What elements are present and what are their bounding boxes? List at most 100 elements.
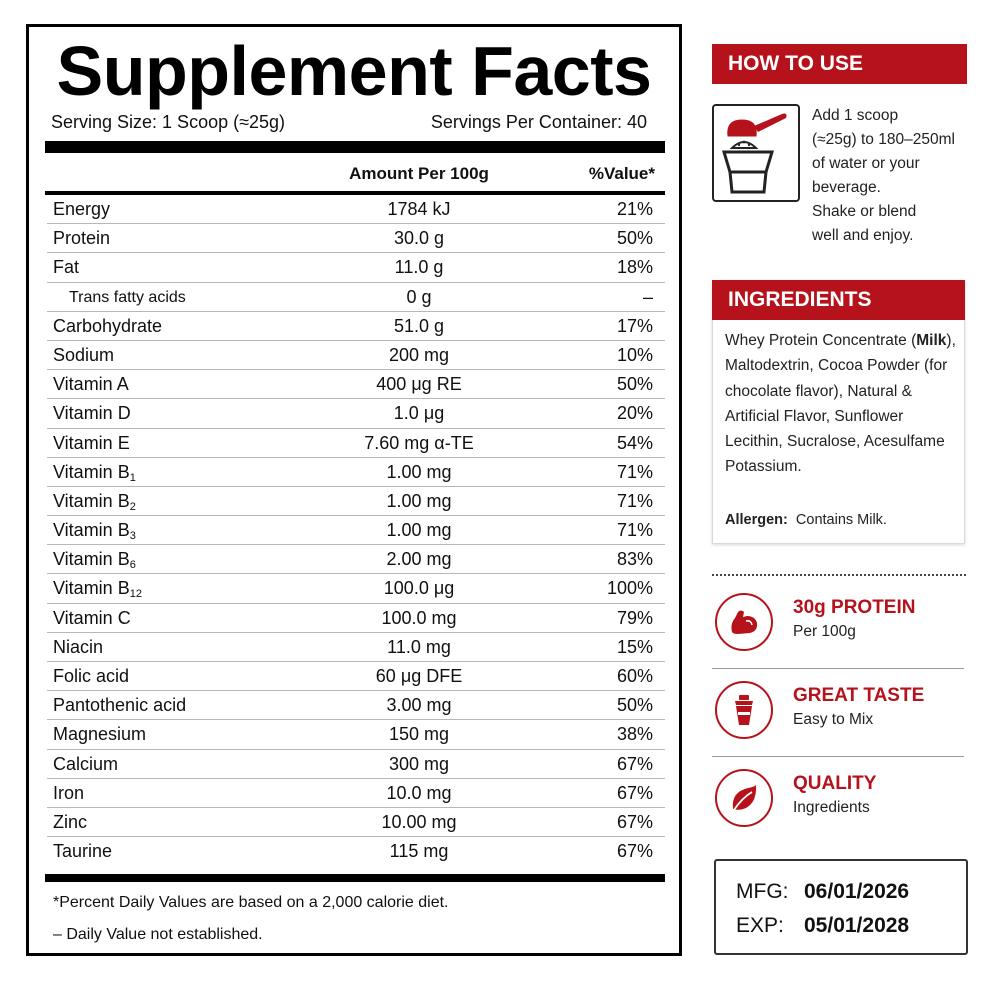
nutrient-percent: 21%	[616, 199, 653, 219]
nutrient-subscript: 6	[129, 559, 136, 572]
facts-table: Energy 1784 kJ 21% Protein 30.0 g 50% Fat 11.0 …	[47, 195, 665, 866]
nutrient-subscript: 3	[129, 530, 136, 543]
nutrient-name: Fat	[53, 253, 79, 282]
nutrient-name-text: Vitamin B	[53, 490, 130, 511]
amount-column-header: Amount Per 100g	[349, 164, 489, 183]
serving-info: Serving Size: 1 Scoop (≈25g) Servings Pe…	[51, 111, 647, 133]
nutrient-name: Vitamin B2	[53, 487, 136, 516]
nutrient-amount: 60 μg DFE	[375, 666, 463, 686]
nutrient-percent: 83%	[616, 549, 653, 570]
nutrient-percent: 17%	[616, 315, 653, 336]
how-to-line: (≈25g) to 180–250ml	[812, 131, 955, 148]
nutrient-row: Carbohydrate 51.0 g 17%	[47, 312, 665, 341]
bottom-divider	[45, 874, 665, 882]
nutrient-name-text: Sodium	[53, 344, 115, 365]
nutrient-name-text: Fat	[53, 257, 80, 278]
nutrient-name-text: Calcium	[53, 753, 119, 774]
nutrient-row: Vitamin B12 100.0 μg 100%	[47, 574, 665, 604]
feature-quality-subtitle: Ingredients	[793, 799, 870, 816]
nutrient-amount: 150 mg	[388, 724, 450, 745]
nutrient-name-text: Iron	[53, 782, 85, 803]
nutrient-row: Vitamin B3 1.00 mg 71%	[47, 516, 665, 546]
nutrient-name: Vitamin B1	[53, 458, 136, 487]
nutrient-amount: 115 mg	[389, 841, 449, 862]
mfg-date: MFG: 06/01/2026	[736, 879, 909, 905]
nutrient-name: Vitamin A	[53, 370, 129, 399]
ingredients-list: Whey Protein Concentrate (Milk), Maltode…	[725, 328, 963, 480]
nutrient-name: Vitamin B6	[53, 545, 136, 574]
feature-separator	[712, 756, 964, 757]
nutrient-amount: 10.0 mg	[386, 782, 452, 803]
nutrient-name: Zinc	[53, 808, 87, 837]
column-headers: Amount Per 100g %Value*	[47, 159, 665, 189]
nutrient-name: Pantothenic acid	[53, 691, 186, 720]
nutrient-amount: 400 μg RE	[376, 374, 462, 395]
feature-protein: 30g PROTEIN Per 100g	[712, 593, 966, 663]
nutrient-percent: 67%	[616, 841, 653, 862]
nutrient-name: Trans fatty acids	[69, 283, 186, 312]
nutrient-amount: 1.00 mg	[386, 490, 452, 511]
nutrient-row: Magnesium 150 mg 38%	[47, 720, 665, 750]
nutrient-percent: 71%	[616, 461, 653, 482]
leaf-icon	[715, 769, 773, 827]
nutrient-name: Carbohydrate	[53, 312, 162, 341]
nutrient-percent: 15%	[616, 636, 653, 657]
nutrient-name-text: Vitamin B	[53, 461, 130, 482]
thick-divider	[45, 141, 665, 153]
nutrient-row: Vitamin D 1.0 μg 20%	[47, 399, 665, 429]
nutrient-percent: 67%	[616, 782, 653, 803]
nutrient-percent: 71%	[616, 520, 653, 541]
nutrient-amount: 11.0 g	[394, 257, 444, 278]
scoop-shaker-icon	[712, 104, 800, 202]
nutrient-percent: 20%	[616, 403, 653, 424]
ingredients-milk-bold: Milk	[916, 332, 947, 349]
nutrient-name: Protein	[53, 224, 110, 253]
nutrient-amount: 200 mg	[388, 344, 450, 365]
nutrient-name-text: Vitamin B	[53, 578, 130, 599]
nutrient-name-text: Folic acid	[53, 666, 130, 686]
nutrient-amount: 1.00 mg	[386, 461, 452, 482]
nutrient-row: Vitamin B2 1.00 mg 71%	[47, 487, 665, 517]
nutrient-row: Fat 11.0 g 18%	[47, 253, 665, 283]
feature-taste: GREAT TASTE Easy to Mix	[712, 681, 966, 751]
flexed-arm-icon	[715, 593, 773, 651]
nutrient-row: Iron 10.0 mg 67%	[47, 779, 665, 808]
nutrient-percent: 50%	[616, 228, 653, 249]
nutrient-amount: 300 mg	[388, 753, 450, 774]
nutrient-subscript: 2	[129, 500, 136, 513]
feature-protein-title: 30g PROTEIN	[793, 597, 916, 618]
nutrient-name-text: Carbohydrate	[53, 315, 163, 336]
nutrient-row: Taurine 115 mg 67%	[47, 837, 665, 866]
nutrient-name: Iron	[53, 779, 84, 808]
nutrient-amount: 0 g	[406, 286, 432, 307]
nutrient-row: Zinc 10.00 mg 67%	[47, 808, 665, 838]
nutrient-percent: 60%	[616, 666, 653, 686]
footnote-daily-values: *Percent Daily Values are based on a 2,0…	[53, 894, 449, 911]
nutrient-row: Calcium 300 mg 67%	[47, 750, 665, 779]
nutrient-percent: 67%	[616, 753, 653, 774]
value-column-header: %Value*	[588, 164, 655, 183]
nutrient-percent: 67%	[616, 811, 653, 832]
nutrient-row: Vitamin A 400 μg RE 50%	[47, 370, 665, 400]
header-divider	[45, 191, 665, 195]
how-to-use-instructions: Add 1 scoop (≈25g) to 180–250ml of water o…	[812, 104, 972, 248]
how-to-line: well and enjoy.	[812, 227, 914, 244]
nutrient-row: Vitamin C 100.0 mg 79%	[47, 604, 665, 633]
facts-title: Supplement Facts	[56, 32, 652, 110]
nutrient-name-text: Vitamin B	[53, 549, 130, 570]
nutrient-name-text: Zinc	[53, 811, 88, 832]
nutrient-row: Trans fatty acids 0 g –	[47, 283, 665, 312]
date-box: MFG: 06/01/2026 EXP: 05/01/2028	[714, 859, 968, 955]
allergen-text: Contains Milk.	[795, 512, 887, 528]
exp-value: 05/01/2028	[804, 914, 910, 937]
exp-label: EXP:	[736, 914, 784, 937]
feature-quality-title: QUALITY	[793, 773, 877, 794]
nutrient-amount: 30.0 g	[393, 228, 445, 249]
nutrient-amount: 7.60 mg α-TE	[364, 432, 474, 453]
nutrient-row: Energy 1784 kJ 21%	[47, 195, 665, 225]
nutrient-name-text: Trans fatty acids	[69, 288, 186, 306]
serving-size: Serving Size: 1 Scoop (≈25g)	[51, 112, 285, 132]
nutrient-amount: 1784 kJ	[387, 199, 451, 219]
nutrient-amount: 2.00 mg	[386, 549, 452, 570]
nutrient-name: Niacin	[53, 633, 103, 662]
